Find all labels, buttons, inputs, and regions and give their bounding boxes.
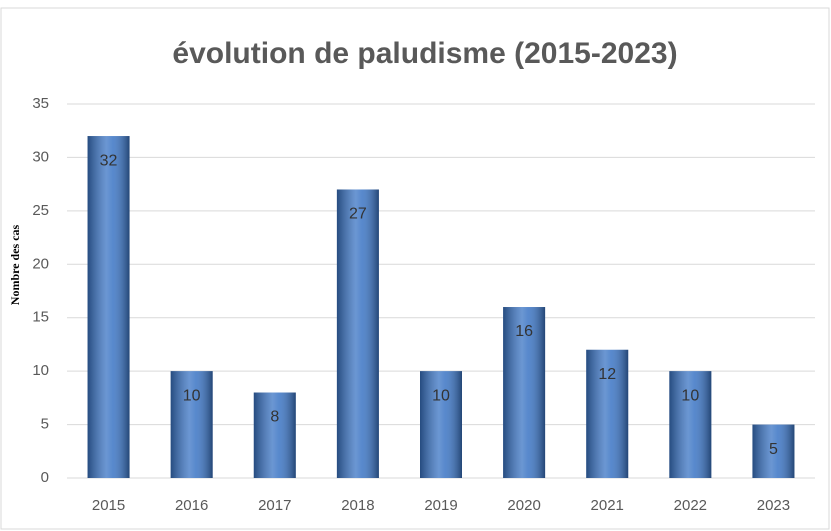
y-tick-label: 10	[32, 362, 49, 379]
data-label: 10	[681, 387, 699, 404]
data-label: 16	[515, 323, 533, 340]
y-tick-label: 30	[32, 148, 49, 165]
x-tick-label: 2017	[258, 497, 291, 514]
y-tick-label: 25	[32, 202, 49, 219]
y-tick-label: 0	[41, 469, 49, 486]
x-tick-label: 2021	[591, 497, 624, 514]
data-label: 10	[432, 387, 450, 404]
data-label: 10	[183, 387, 201, 404]
y-tick-label: 35	[32, 95, 49, 112]
data-label: 8	[270, 409, 279, 426]
x-tick-label: 2019	[424, 497, 457, 514]
data-label: 12	[598, 366, 616, 383]
chart-title: évolution de paludisme (2015-2023)	[172, 37, 677, 70]
x-tick-label: 2016	[175, 497, 208, 514]
data-label: 27	[349, 206, 367, 223]
y-tick-label: 5	[41, 416, 49, 433]
x-tick-label: 2022	[674, 497, 707, 514]
y-tick-label: 15	[32, 309, 49, 326]
x-tick-label: 2018	[341, 497, 374, 514]
bar	[253, 392, 296, 478]
bar	[87, 136, 130, 479]
data-label: 5	[769, 441, 778, 458]
data-label: 32	[100, 152, 118, 169]
bar	[336, 189, 379, 478]
y-axis-label: Nombre des cas	[8, 224, 22, 305]
y-tick-label: 20	[32, 255, 49, 272]
x-tick-label: 2015	[92, 497, 125, 514]
x-tick-label: 2023	[757, 497, 790, 514]
x-tick-label: 2020	[507, 497, 540, 514]
